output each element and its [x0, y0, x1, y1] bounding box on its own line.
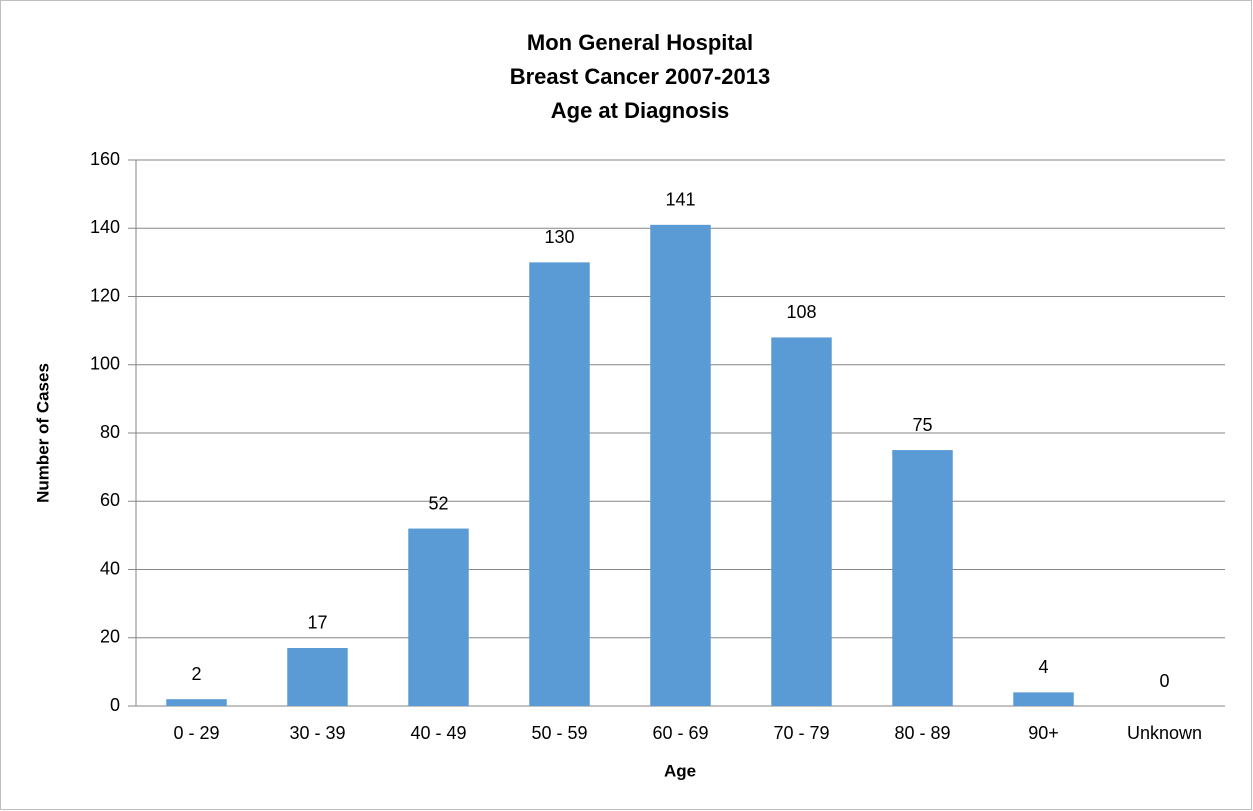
y-tick-label: 140	[90, 217, 120, 237]
bar	[408, 528, 469, 706]
x-tick-label: 60 - 69	[652, 723, 708, 743]
x-tick-label: 30 - 39	[289, 723, 345, 743]
bar	[771, 337, 832, 706]
x-tick-label: 40 - 49	[410, 723, 466, 743]
x-axis-title: Age	[664, 761, 696, 780]
y-tick-label: 20	[100, 627, 120, 647]
bar	[287, 647, 348, 706]
x-tick-label: 50 - 59	[531, 723, 587, 743]
x-tick-label: 80 - 89	[894, 723, 950, 743]
data-label: 4	[1038, 657, 1048, 677]
bar	[892, 450, 953, 706]
chart-title: Mon General Hospital	[527, 30, 753, 55]
y-tick-label: 0	[110, 695, 120, 715]
x-tick-label: Unknown	[1127, 723, 1202, 743]
x-tick-label: 90+	[1028, 723, 1059, 743]
bar	[529, 262, 590, 706]
data-label: 52	[428, 493, 448, 513]
data-label: 2	[191, 664, 201, 684]
data-label: 108	[786, 302, 816, 322]
bar	[650, 224, 711, 706]
x-tick-label: 70 - 79	[773, 723, 829, 743]
y-tick-label: 40	[100, 558, 120, 578]
data-label: 75	[912, 415, 932, 435]
y-tick-label: 120	[90, 285, 120, 305]
data-label: 17	[307, 613, 327, 633]
y-axis-title: Number of Cases	[33, 363, 52, 503]
y-tick-label: 160	[90, 149, 120, 169]
chart-title: Age at Diagnosis	[551, 98, 729, 123]
y-tick-label: 100	[90, 354, 120, 374]
data-label: 130	[544, 227, 574, 247]
y-tick-label: 80	[100, 422, 120, 442]
bar	[1013, 692, 1074, 706]
data-label: 141	[665, 190, 695, 210]
x-tick-label: 0 - 29	[173, 723, 219, 743]
bar	[166, 699, 227, 706]
y-tick-label: 60	[100, 490, 120, 510]
chart-title: Breast Cancer 2007-2013	[510, 64, 771, 89]
data-label: 0	[1159, 671, 1169, 691]
